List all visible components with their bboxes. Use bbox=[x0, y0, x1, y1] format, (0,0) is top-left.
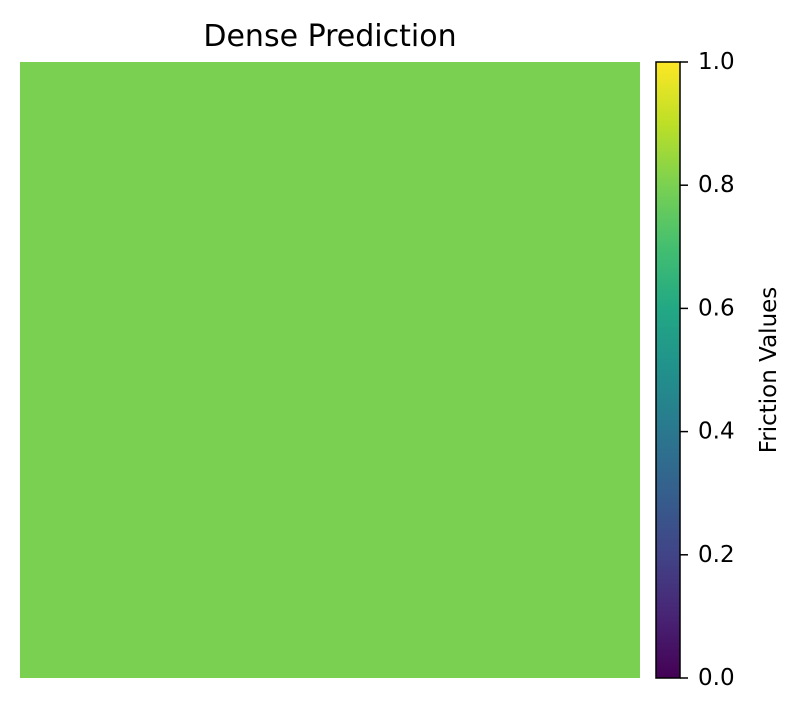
colorbar-tick-label: 0.6 bbox=[698, 295, 735, 321]
colorbar-tick-label: 1.0 bbox=[698, 49, 735, 75]
colorbar bbox=[655, 61, 681, 679]
colorbar-ticks: 0.0 0.2 0.4 0.6 0.8 1.0 bbox=[680, 49, 735, 691]
colorbar-tick-label: 0.2 bbox=[698, 542, 735, 568]
colorbar-label: Friction Values bbox=[756, 287, 782, 454]
heatmap-plot-area bbox=[20, 62, 640, 678]
colorbar-tick-label: 0.8 bbox=[698, 172, 735, 198]
colorbar-tick-label: 0.0 bbox=[698, 665, 735, 691]
chart-title: Dense Prediction bbox=[203, 19, 456, 54]
colorbar-tick-label: 0.4 bbox=[698, 419, 735, 445]
heatmap-cell bbox=[20, 62, 640, 678]
